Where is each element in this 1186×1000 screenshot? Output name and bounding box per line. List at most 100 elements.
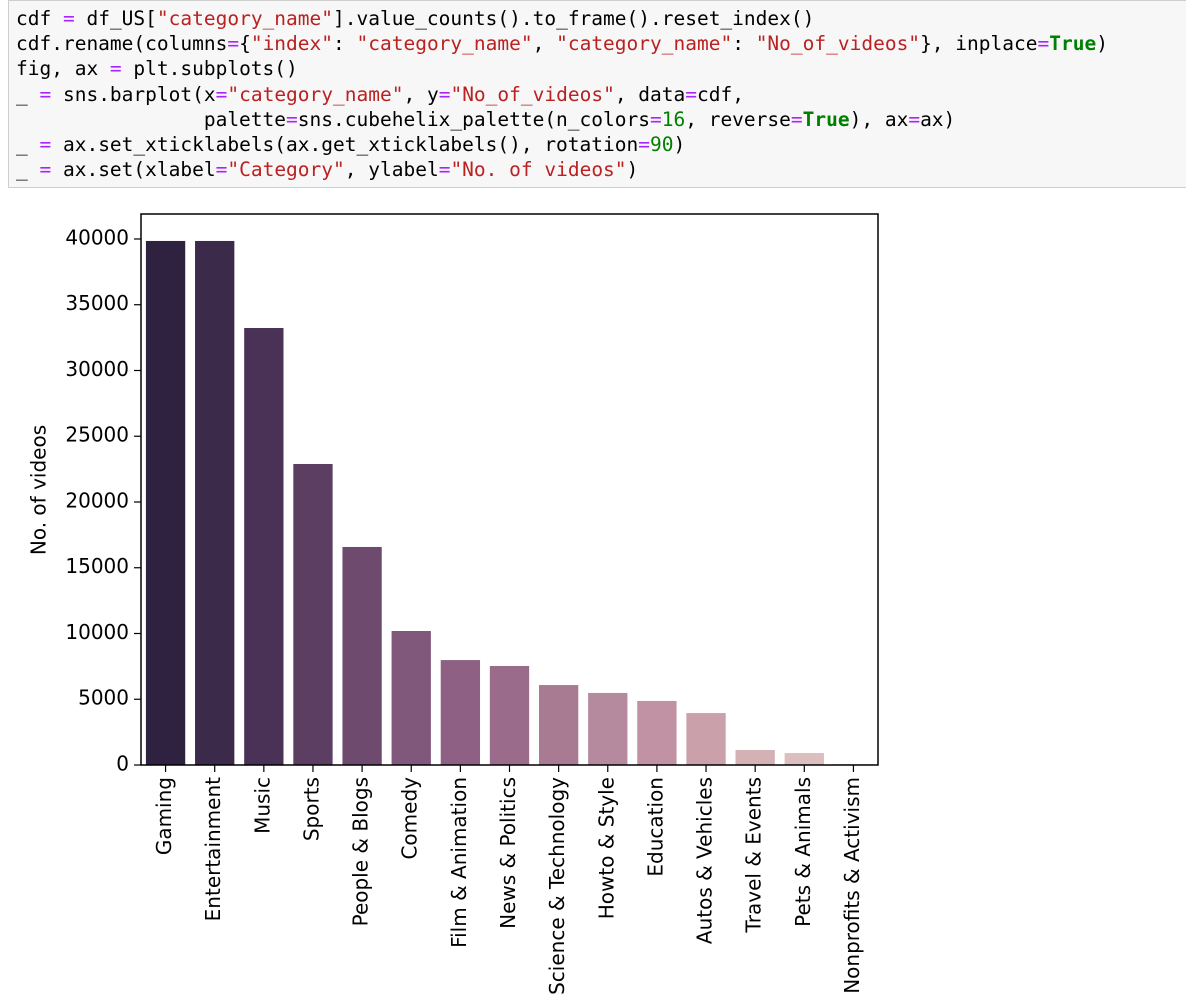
bar xyxy=(440,660,481,765)
code-token: , y xyxy=(403,82,439,106)
code-token: : xyxy=(732,32,756,56)
y-axis-label: No. of videos xyxy=(27,425,51,555)
y-tick-label: 35000 xyxy=(65,291,129,315)
x-tick-label: Entertainment xyxy=(201,777,225,921)
bar xyxy=(686,713,726,765)
code-token: sns.barplot(x xyxy=(51,82,216,106)
code-token: : xyxy=(333,32,357,56)
code-line: cdf.rename(columns={"index": "category_n… xyxy=(16,31,1108,56)
code-line: _ = ax.set(xlabel="Category", ylabel="No… xyxy=(16,157,1108,182)
bar xyxy=(342,546,382,765)
code-token: { xyxy=(239,32,251,56)
code-token: "Category" xyxy=(227,158,345,182)
code-token: _ xyxy=(16,82,40,106)
code-token: = xyxy=(286,107,298,131)
code-token: df_US[ xyxy=(74,7,157,30)
code-token: "No. of videos" xyxy=(450,158,627,182)
code-token: ), ax xyxy=(849,107,909,131)
code-token: "category_name" xyxy=(156,7,334,30)
code-token: = xyxy=(790,107,803,131)
code-token: , ylabel xyxy=(344,158,439,182)
bar xyxy=(244,328,284,765)
code-token: = xyxy=(62,7,75,30)
plot-frame xyxy=(140,213,879,766)
bar xyxy=(784,753,824,765)
code-token: cdf.rename(columns xyxy=(16,32,228,56)
y-tick-label: 15000 xyxy=(65,554,129,578)
bar xyxy=(538,685,579,765)
x-tick-label: Comedy xyxy=(398,777,422,860)
code-cell: cdf = df_US["category_name"].value_count… xyxy=(8,0,1186,188)
x-tick-label: Education xyxy=(643,777,667,877)
code-token: True xyxy=(1049,32,1097,56)
bar xyxy=(293,463,333,765)
code-token: "index" xyxy=(250,32,334,56)
code-token: "category_name" xyxy=(556,32,733,56)
code-token: cdf, xyxy=(697,82,744,106)
x-tick-label: Nonprofits & Activism xyxy=(840,777,864,994)
code-token: ) xyxy=(673,133,686,157)
y-tick-label: 5000 xyxy=(78,686,129,710)
code-line: palette=sns.cubehelix_palette(n_colors=1… xyxy=(16,107,1108,132)
x-tick-label: Sports xyxy=(299,777,323,841)
bar xyxy=(391,630,431,765)
y-tick-label: 10000 xyxy=(65,620,129,644)
code-token: = xyxy=(685,82,698,106)
code-token: fig, ax xyxy=(16,57,110,81)
code-token: }, inplace xyxy=(920,32,1038,56)
x-tick-label: Film & Animation xyxy=(447,777,471,948)
code-token: = xyxy=(39,82,52,106)
bar xyxy=(588,692,628,765)
code-token: "category_name" xyxy=(356,32,533,56)
code-token: , xyxy=(532,32,557,56)
code-token: = xyxy=(638,133,650,157)
x-tick-label: News & Politics xyxy=(496,777,520,929)
x-tick-label: Pets & Animals xyxy=(791,777,815,927)
code-token: cdf xyxy=(16,7,63,30)
code-line: cdf = df_US["category_name"].value_count… xyxy=(16,6,1108,31)
y-tick-label: 30000 xyxy=(65,357,129,381)
code-token: = xyxy=(215,82,228,106)
code-line: _ = sns.barplot(x="category_name", y="No… xyxy=(16,82,1108,107)
code-line: _ = ax.set_xticklabels(ax.get_xticklabel… xyxy=(16,132,1108,157)
code-token: 90 xyxy=(649,133,674,157)
code-token: ax) xyxy=(920,107,956,131)
y-tick-label: 25000 xyxy=(65,423,129,447)
x-tick-label: People & Blogs xyxy=(349,777,373,926)
x-tick-label: Autos & Vehicles xyxy=(693,777,717,944)
code-token: , data xyxy=(614,82,686,106)
y-tick-label: 0 xyxy=(116,752,129,776)
x-tick-label: Gaming xyxy=(152,777,176,855)
code-token: = xyxy=(908,107,921,131)
code-token: = xyxy=(227,32,240,56)
code-token: True xyxy=(802,107,850,131)
bar xyxy=(489,665,530,765)
x-tick-label: Howto & Style xyxy=(594,777,618,919)
code-token: ].value_counts().to_frame().reset_index(… xyxy=(333,7,815,30)
code-token: = xyxy=(39,158,52,182)
x-tick-label: Music xyxy=(250,777,274,834)
code-token: _ xyxy=(16,133,40,157)
code-token: "category_name" xyxy=(227,82,404,106)
code-token: ax.set(xlabel xyxy=(51,158,216,182)
code-token: 16 xyxy=(661,107,686,131)
code-token: = xyxy=(215,158,228,182)
code-token: ax.set_xticklabels(ax.get_xticklabels(),… xyxy=(51,133,639,157)
y-tick-label: 20000 xyxy=(65,488,129,512)
code-token: plt.subplots() xyxy=(121,57,298,81)
code-token: ) xyxy=(626,158,639,182)
code-token: = xyxy=(39,133,52,157)
code: cdf = df_US["category_name"].value_count… xyxy=(16,6,1108,182)
code-token: ) xyxy=(1096,32,1108,56)
x-tick-label: Travel & Events xyxy=(742,777,766,933)
code-token: _ xyxy=(16,158,40,182)
code-token: "No_of_videos" xyxy=(450,82,615,106)
code-token: = xyxy=(438,158,451,182)
code-token: = xyxy=(1037,32,1050,56)
code-token: sns.cubehelix_palette(n_colors xyxy=(297,107,650,131)
code-token: "No_of_videos" xyxy=(755,32,921,56)
x-tick-label: Science & Technology xyxy=(545,777,569,995)
code-token: = xyxy=(649,107,662,131)
